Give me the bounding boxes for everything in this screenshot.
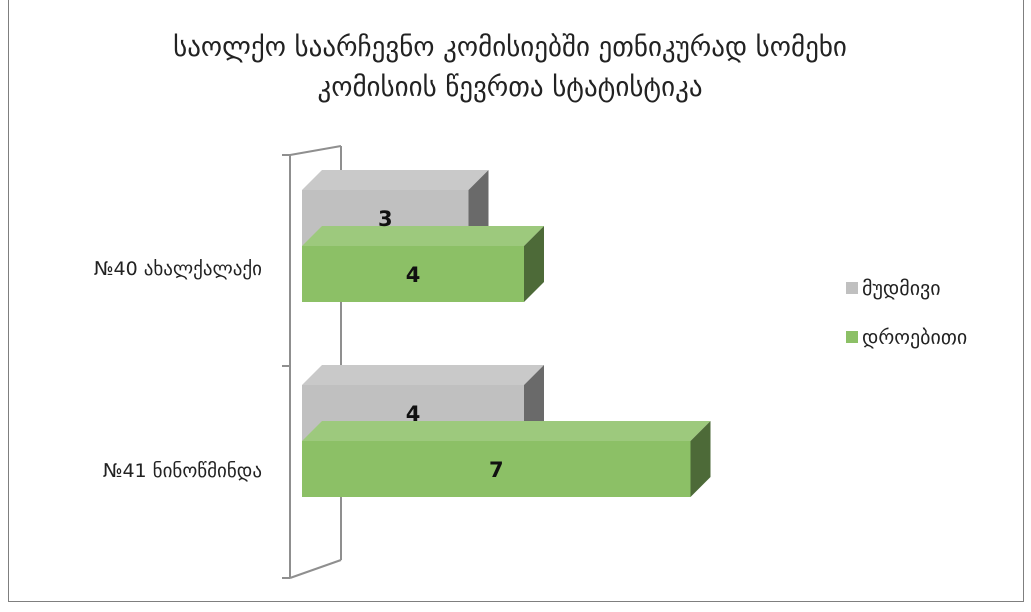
chart-frame: [8, 0, 1024, 602]
legend-label-permanent: მუდმივი: [862, 276, 941, 300]
bar: [302, 441, 691, 497]
chart-title: საოლქო საარჩევნო კომისიებში ეთნიკურად სო…: [173, 32, 847, 103]
bar-top-face: [302, 421, 711, 441]
legend-item-permanent: მუდმივი: [846, 276, 941, 300]
bar-side-face: [690, 421, 711, 497]
legend-label-temporary: დროებითი: [862, 325, 968, 349]
legend-item-temporary: დროებითი: [846, 325, 967, 349]
bar: [302, 246, 524, 302]
axis-line-top: [289, 145, 342, 156]
category-label: №40 ახალქალაქი: [94, 258, 262, 280]
legend-swatch-temporary: [846, 331, 858, 343]
category-label: №41 ნინოწმინდა: [103, 460, 262, 482]
legend-swatch-permanent: [846, 282, 858, 294]
data-label: 4: [406, 402, 421, 426]
data-label: 4: [406, 263, 421, 287]
axis-line-bottom: [289, 559, 342, 579]
data-label: 3: [378, 207, 393, 231]
bar-top-face: [302, 365, 544, 385]
bar-top-face: [302, 226, 544, 246]
bar-top-face: [302, 170, 489, 190]
bar-side-face: [524, 226, 544, 302]
data-label: 7: [489, 458, 504, 482]
